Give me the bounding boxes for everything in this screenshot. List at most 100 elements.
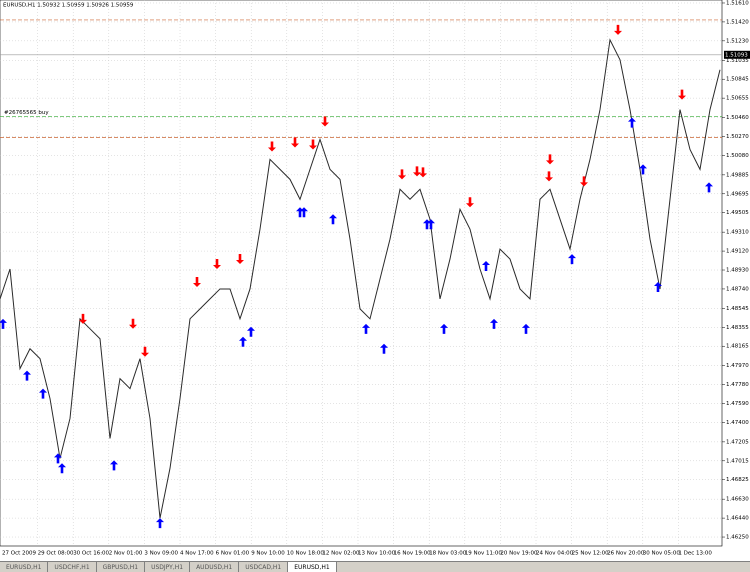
sell-arrow	[129, 318, 137, 329]
buy-arrow	[58, 463, 66, 474]
buy-arrow	[54, 453, 62, 464]
sell-arrow	[466, 197, 474, 208]
buy-arrow	[239, 336, 247, 347]
y-tick-label: 1.49505	[726, 210, 749, 216]
chart-tab[interactable]: GBPUSD,H1	[97, 562, 146, 572]
y-tick-label: 1.48740	[726, 286, 749, 292]
y-tick-label: 1.50080	[726, 153, 749, 159]
sell-arrow	[268, 141, 276, 152]
buy-arrow	[654, 281, 662, 292]
buy-arrow	[522, 323, 530, 334]
tab-bar: EURUSD,H1 USDCHF,H1 GBPUSD,H1 USDJPY,H1 AUDU…	[0, 561, 750, 572]
x-tick-label: 24 Nov 04:00	[536, 551, 574, 557]
sell-arrow	[141, 346, 149, 357]
buy-arrow	[568, 254, 576, 265]
sell-arrow	[236, 254, 244, 265]
y-tick-label: 1.48165	[726, 344, 749, 350]
buy-arrow	[329, 214, 337, 225]
y-tick-label: 1.46440	[726, 516, 749, 522]
sell-arrow	[398, 169, 406, 180]
y-tick-label: 1.47590	[726, 401, 749, 407]
y-tick-label: 1.49310	[726, 230, 749, 236]
y-tick-label: 1.47400	[726, 420, 749, 426]
chart-tab[interactable]: EURUSD,H1	[0, 562, 49, 572]
chart-tab[interactable]: USDJPY,H1	[145, 562, 191, 572]
price-box-label: 1.51093	[725, 52, 748, 58]
chart-tab[interactable]: USDCAD,H1	[239, 562, 289, 572]
x-tick-label: 26 Nov 20:00	[607, 551, 645, 557]
order-label: #26765565 buy	[4, 110, 49, 116]
y-tick-label: 1.47015	[726, 458, 749, 464]
buy-arrow	[440, 323, 448, 334]
sell-arrow	[213, 259, 221, 270]
y-tick-label: 1.49120	[726, 249, 749, 255]
buy-arrow	[300, 207, 308, 218]
plot-frame	[0, 0, 723, 547]
x-tick-label: 29 Oct 08:00	[38, 551, 74, 557]
x-tick-label: 2 Nov 01:00	[109, 551, 143, 557]
y-tick-label: 1.48545	[726, 306, 749, 312]
y-tick-label: 1.46825	[726, 477, 749, 483]
buy-arrow	[427, 219, 435, 230]
y-tick-label: 1.50270	[726, 134, 749, 140]
x-tick-label: 27 Oct 2009	[2, 551, 37, 557]
x-tick-label: 13 Nov 10:00	[358, 551, 396, 557]
buy-arrow	[156, 518, 164, 529]
buy-arrow	[110, 460, 118, 471]
sell-arrow	[614, 24, 622, 35]
y-tick-label: 1.50655	[726, 96, 749, 102]
y-tick-label: 1.51610	[726, 0, 749, 6]
sell-arrow	[580, 176, 588, 187]
sell-arrow	[79, 313, 87, 324]
x-tick-label: 30 Oct 16:00	[73, 551, 109, 557]
y-tick-label: 1.51035	[726, 58, 749, 64]
sell-arrow	[419, 167, 427, 178]
buy-arrow	[362, 323, 370, 334]
chart-tab[interactable]: USDCHF,H1	[48, 562, 97, 572]
price-line-series	[0, 38, 721, 519]
y-tick-label: 1.49695	[726, 191, 749, 197]
x-tick-label: 20 Nov 19:00	[500, 551, 538, 557]
y-tick-label: 1.47970	[726, 363, 749, 369]
x-tick-label: 4 Nov 17:00	[180, 551, 214, 557]
x-tick-label: 10 Nov 18:00	[287, 551, 325, 557]
x-tick-label: 3 Nov 09:00	[144, 551, 178, 557]
buy-arrow	[39, 388, 47, 399]
buy-arrow	[23, 370, 31, 381]
x-tick-label: 1 Dec 13:00	[678, 551, 712, 557]
y-tick-label: 1.46250	[726, 535, 749, 541]
x-tick-label: 6 Nov 01:00	[216, 551, 250, 557]
sell-arrow	[291, 137, 299, 148]
x-tick-label: 16 Nov 19:00	[394, 551, 432, 557]
x-tick-label: 12 Nov 02:00	[322, 551, 360, 557]
buy-arrow	[482, 261, 490, 272]
x-tick-label: 19 Nov 11:00	[465, 551, 503, 557]
buy-arrow	[247, 326, 255, 337]
y-tick-label: 1.46630	[726, 497, 749, 503]
x-tick-label: 18 Nov 03:00	[429, 551, 467, 557]
y-tick-label: 1.47780	[726, 382, 749, 388]
sell-arrow	[678, 89, 686, 100]
sell-arrow	[545, 171, 553, 182]
y-tick-label: 1.51230	[726, 38, 749, 44]
y-tick-label: 1.50460	[726, 115, 749, 121]
x-tick-label: 9 Nov 10:00	[251, 551, 285, 557]
sell-arrow	[309, 139, 317, 150]
sell-arrow	[193, 276, 201, 287]
price-box	[724, 50, 750, 59]
y-tick-label: 1.50845	[726, 77, 749, 83]
x-tick-label: 25 Nov 12:00	[572, 551, 610, 557]
x-tick-label: 30 Nov 05:00	[643, 551, 681, 557]
chart-title: EURUSD,H1 1.50932 1.50959 1.50926 1.5095…	[3, 3, 134, 9]
buy-arrow	[490, 318, 498, 329]
sell-arrow	[546, 154, 554, 165]
buy-arrow	[380, 343, 388, 354]
chart-tab[interactable]: AUDUSD,H1	[190, 562, 240, 572]
y-tick-label: 1.48930	[726, 268, 749, 274]
buy-arrow	[705, 182, 713, 193]
buy-arrow	[639, 164, 647, 175]
sell-arrow	[321, 116, 329, 127]
chart-tab[interactable]: EURUSD,H1	[288, 562, 337, 572]
